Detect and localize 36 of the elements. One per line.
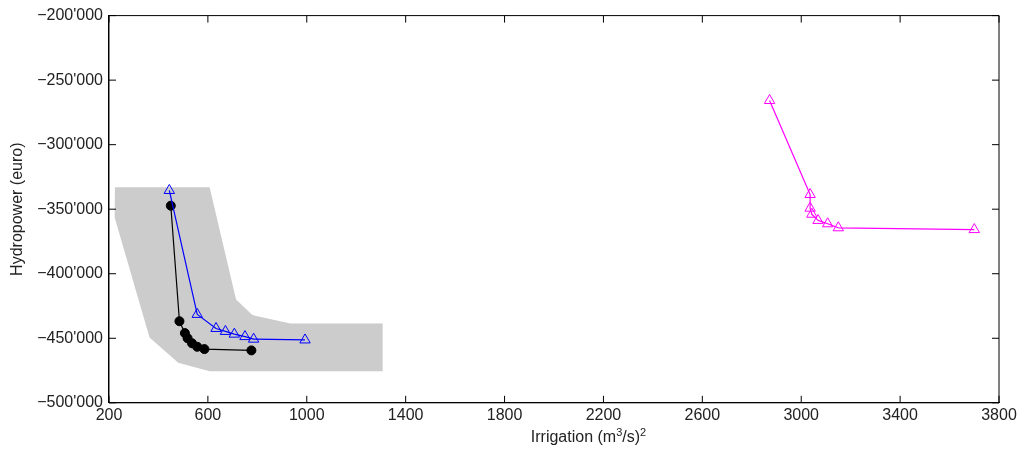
point: [219, 324, 232, 335]
y-tick-label: −300'000: [37, 135, 104, 153]
y-tick-label: −200'000: [37, 6, 104, 24]
point: [174, 316, 185, 327]
point: [763, 94, 776, 105]
y-tick-label: −400'000: [37, 264, 104, 282]
x-tick-label: 3800: [981, 405, 1017, 423]
y-tick-label: −250'000: [37, 70, 104, 88]
x-tick-label: 1400: [387, 405, 424, 423]
point: [299, 333, 311, 344]
x-tick-label: 3000: [783, 405, 820, 423]
x-tick-label: 2600: [684, 405, 721, 423]
y-tick-label: −350'000: [37, 199, 104, 217]
point: [806, 207, 818, 218]
point: [821, 217, 834, 228]
x-tick-label: 2200: [585, 405, 622, 423]
point: [210, 321, 222, 332]
point: [191, 307, 203, 318]
x-tick-label: 3400: [882, 405, 919, 423]
point: [239, 330, 251, 341]
point: [812, 213, 824, 224]
point: [163, 183, 176, 194]
point: [199, 344, 210, 355]
x-axis-title: Irrigation (m$^{3}$/s)$^{2}$: [529, 426, 648, 447]
point: [968, 223, 980, 234]
x-tick-label: 1800: [486, 405, 523, 423]
point: [804, 201, 816, 212]
point: [832, 221, 844, 232]
point: [246, 345, 257, 356]
x-tick-label: 1000: [288, 405, 325, 423]
x-tick-label: 600: [194, 405, 222, 423]
point: [804, 187, 816, 198]
point: [228, 327, 241, 338]
y-axis-title: Hydropower (euro): [8, 142, 26, 276]
y-tick-label: −450'000: [37, 328, 104, 346]
point: [247, 332, 260, 343]
